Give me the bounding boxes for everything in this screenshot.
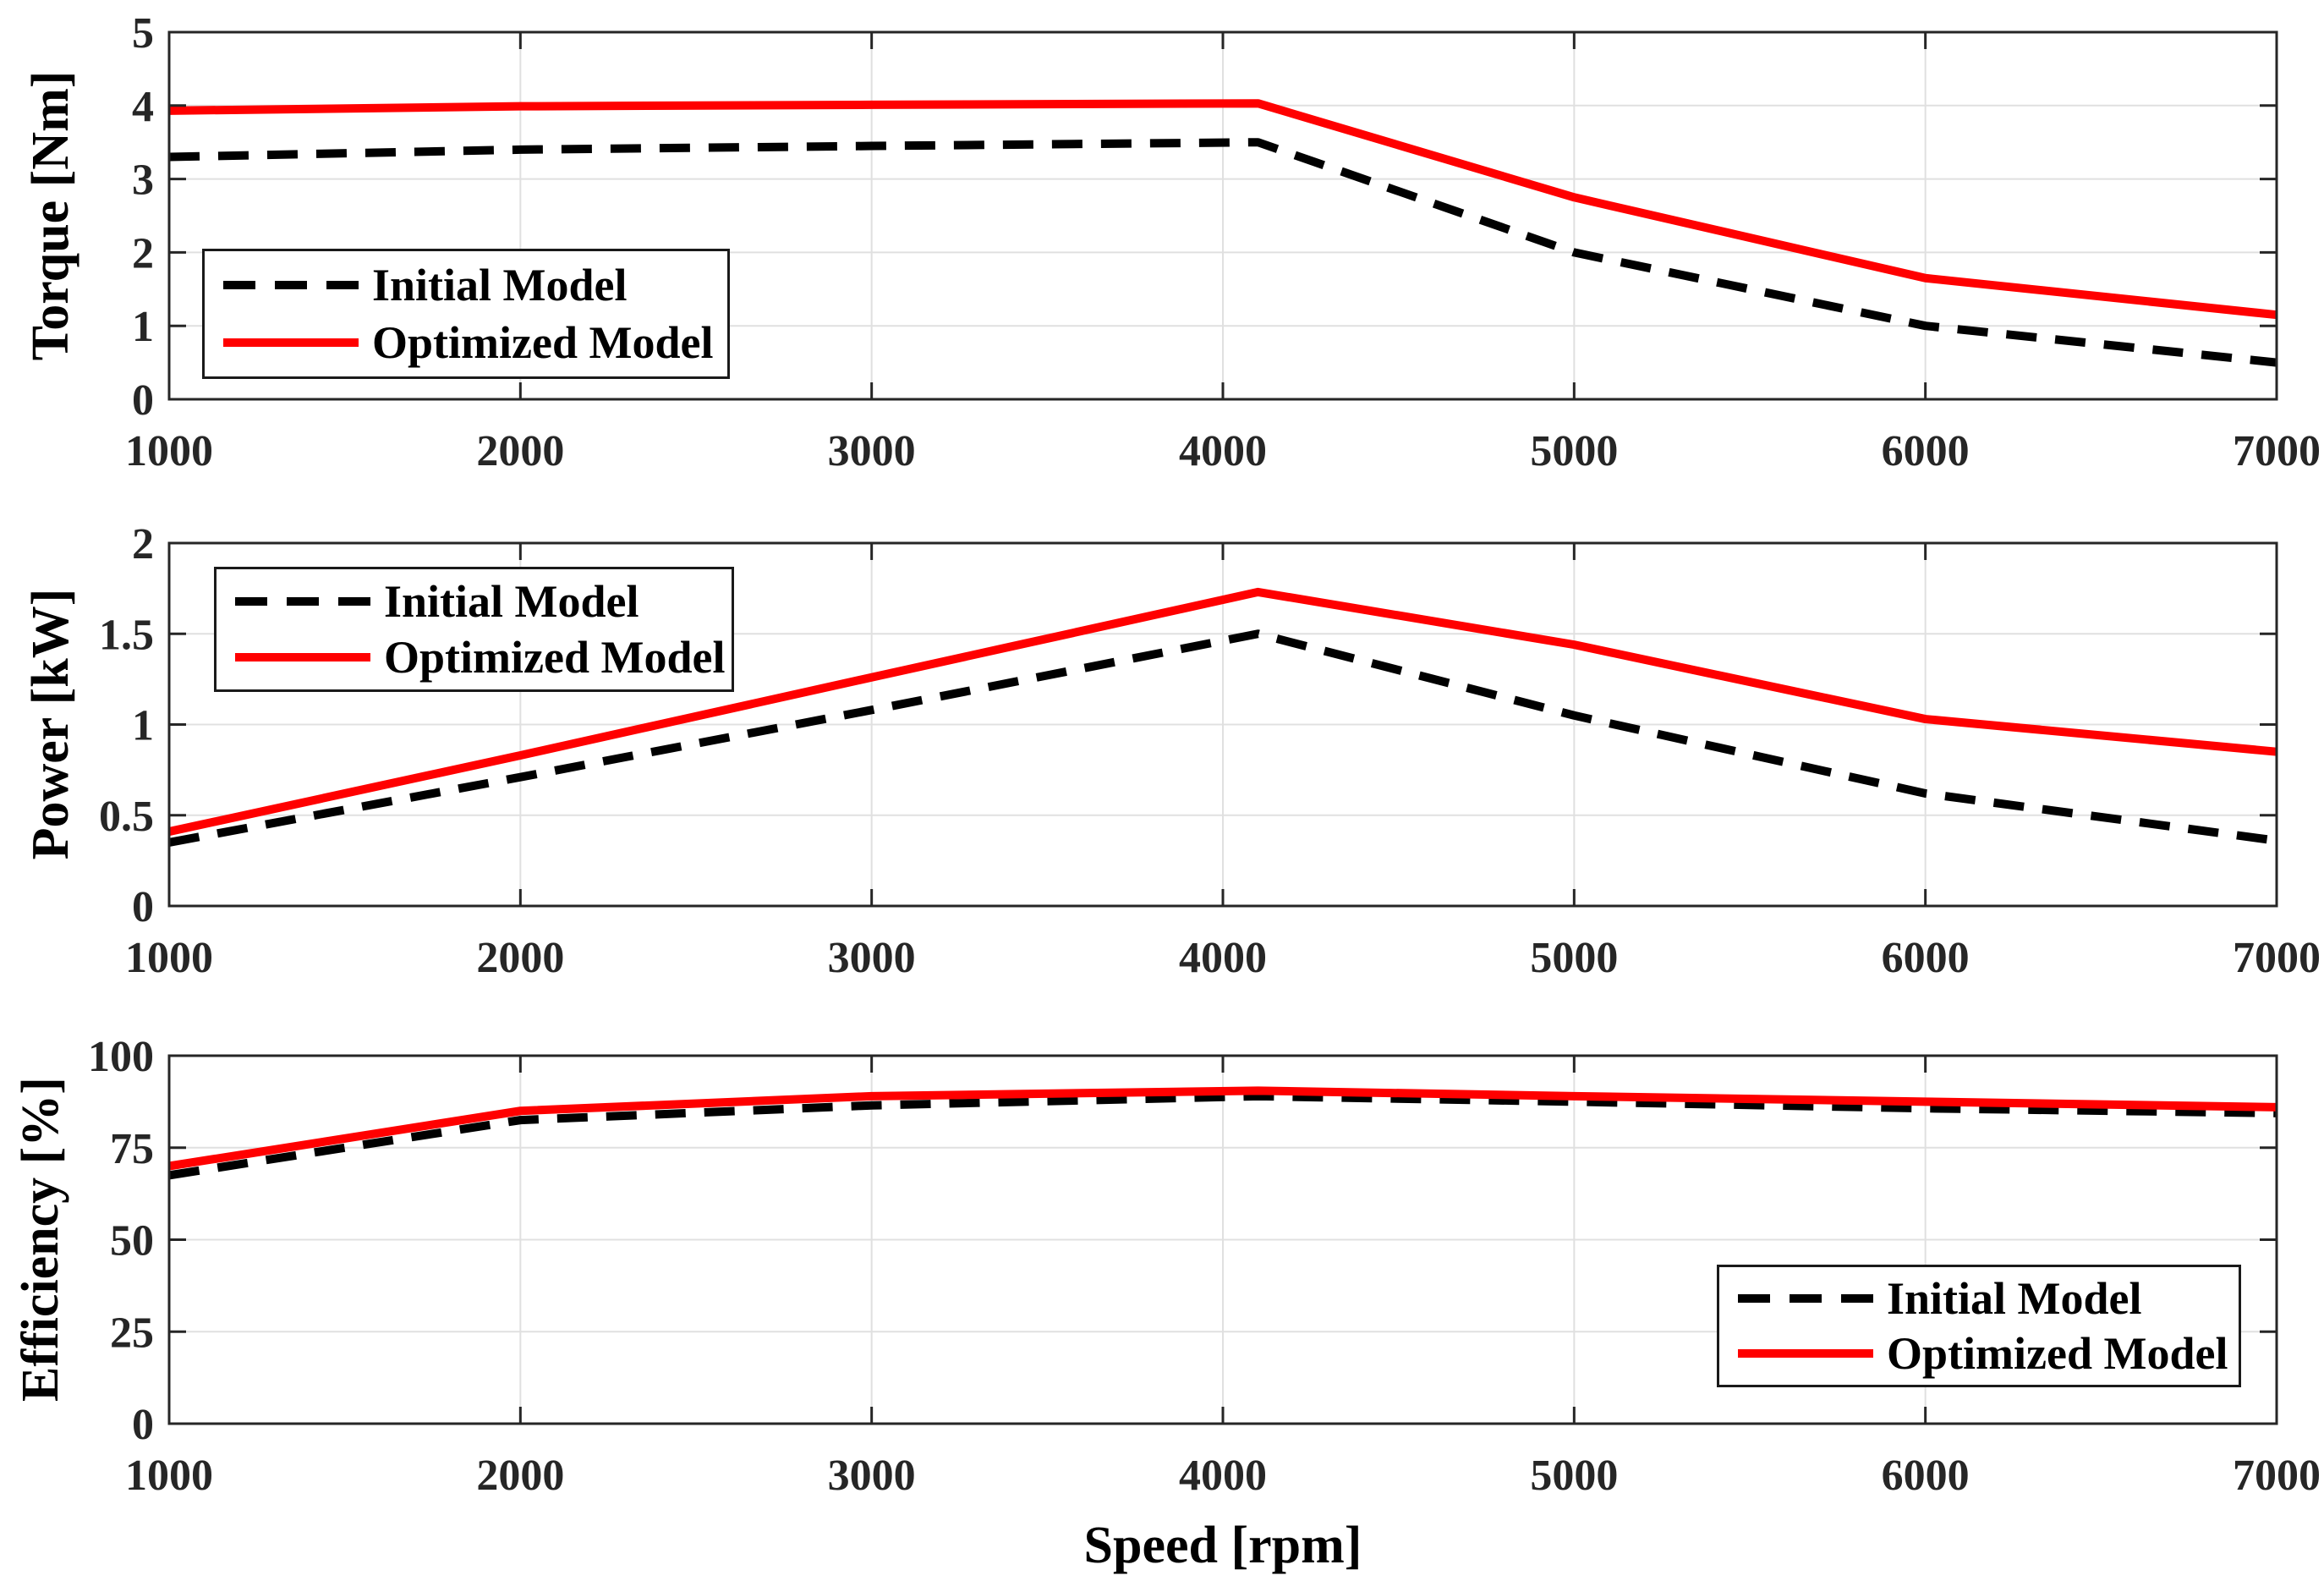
torque-chart: 0 1 2 3 4 5 1000 2000 3000 4000 5000 6000 7000: [125, 9, 2321, 475]
torque-ytick-label: 4: [132, 83, 154, 131]
legend-row-initial-model: Initial Model: [1719, 1272, 2239, 1325]
power-ytick-label: 2: [132, 520, 154, 568]
legend-row-initial-model: Initial Model: [217, 575, 732, 628]
legend-row-optimized-model: Optimized Model: [205, 316, 727, 369]
torque-ytick-label: 2: [132, 229, 154, 277]
efficiency-ytick-label: 25: [110, 1309, 154, 1357]
power-ytick-label: 1.5: [99, 611, 154, 659]
efficiency-xtick-label: 3000: [828, 1452, 916, 1500]
torque-initial-model-line: [168, 138, 2277, 367]
power-initial-model-line: [168, 629, 2277, 847]
torque-ytick-label: 0: [132, 376, 154, 425]
torque-optimized-model-line: [168, 99, 2277, 320]
power-xtick-label: 2000: [476, 934, 564, 982]
torque-ytick-label: 5: [132, 9, 154, 58]
efficiency-ytick-label: 0: [132, 1401, 154, 1449]
optimized-model-line-sample: [223, 338, 359, 347]
torque-ytick-label: 3: [132, 156, 154, 205]
torque-xtick-label: 4000: [1179, 427, 1267, 475]
legend-label-optimized-model: Optimized Model: [372, 316, 714, 368]
efficiency-xtick-label: 6000: [1882, 1452, 1970, 1500]
power-xtick-label: 3000: [828, 934, 916, 982]
power-axis-label: Power [kW]: [21, 588, 79, 860]
torque-xtick-label: 1000: [125, 427, 213, 475]
optimized-model-line-sample: [1738, 1348, 1873, 1358]
power-optimized-model-line: [167, 587, 2277, 836]
power-chart: 0 0.5 1 1.5 2 1000 2000 3000 4000 5000 6000 7000: [99, 520, 2321, 982]
efficiency-ytick-label: 75: [110, 1125, 154, 1173]
legend-row-optimized-model: Optimized Model: [217, 631, 732, 683]
power-xtick-label: 1000: [125, 934, 213, 982]
efficiency-xtick-label: 7000: [2233, 1452, 2321, 1500]
initial-model-line-sample: [223, 281, 359, 290]
power-ytick-label: 1: [132, 702, 154, 750]
torque-xtick-label: 6000: [1882, 427, 1970, 475]
power-xtick-label: 4000: [1179, 934, 1267, 982]
legend-row-initial-model: Initial Model: [205, 259, 727, 311]
legend-torque: Initial Model Optimized Model: [202, 249, 730, 379]
optimized-model-line-sample: [235, 652, 370, 662]
power-xtick-label: 6000: [1882, 934, 1970, 982]
legend-efficiency: Initial Model Optimized Model: [1717, 1265, 2241, 1387]
legend-row-optimized-model: Optimized Model: [1719, 1327, 2239, 1380]
torque-xtick-label: 7000: [2233, 427, 2321, 475]
legend-label-optimized-model: Optimized Model: [384, 631, 726, 683]
x-axis-label: Speed [rpm]: [1083, 1517, 1362, 1574]
initial-model-line-sample: [235, 597, 370, 607]
efficiency-axis-label: Efficiency [%]: [11, 1077, 69, 1402]
efficiency-initial-model-line: [168, 1091, 2277, 1180]
torque-axis-label: Torque [Nm]: [21, 70, 79, 361]
torque-xtick-label: 2000: [476, 427, 564, 475]
efficiency-xtick-label: 1000: [125, 1452, 213, 1500]
legend-label-initial-model: Initial Model: [384, 576, 639, 628]
efficiency-optimized-model-line: [168, 1086, 2277, 1171]
power-xtick-label: 7000: [2233, 934, 2321, 982]
efficiency-ytick-label: 100: [88, 1033, 154, 1081]
legend-label-optimized-model: Optimized Model: [1887, 1327, 2228, 1379]
efficiency-xtick-label: 2000: [476, 1452, 564, 1500]
efficiency-ytick-label: 50: [110, 1217, 154, 1265]
legend-label-initial-model: Initial Model: [372, 260, 628, 311]
efficiency-xtick-label: 5000: [1530, 1452, 1618, 1500]
power-ytick-label: 0: [132, 883, 154, 931]
power-ytick-label: 0.5: [99, 793, 154, 841]
torque-xtick-label: 3000: [828, 427, 916, 475]
power-xtick-label: 5000: [1530, 934, 1618, 982]
legend-label-initial-model: Initial Model: [1887, 1273, 2142, 1325]
torque-xtick-label: 5000: [1530, 427, 1618, 475]
torque-ytick-label: 1: [132, 303, 154, 351]
legend-power: Initial Model Optimized Model: [214, 567, 734, 692]
efficiency-xtick-label: 4000: [1179, 1452, 1267, 1500]
initial-model-line-sample: [1738, 1294, 1873, 1304]
